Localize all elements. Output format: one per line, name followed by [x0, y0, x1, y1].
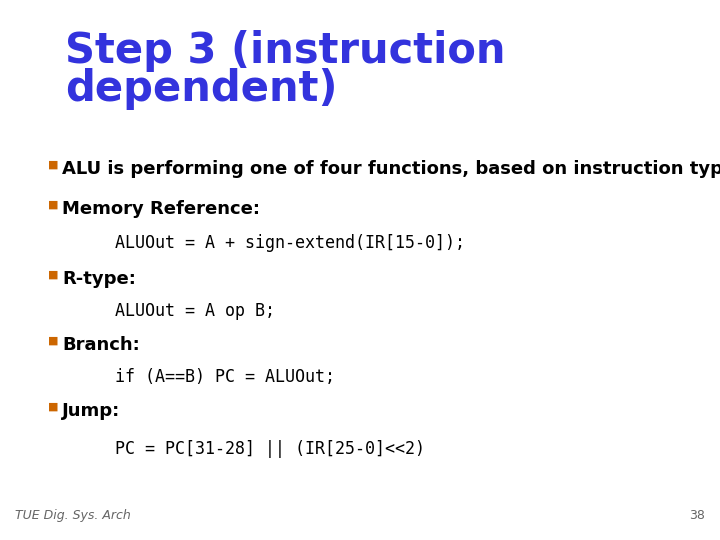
Text: dependent): dependent) [65, 68, 338, 110]
Text: 38: 38 [689, 509, 705, 522]
Text: PC = PC[31-28] || (IR[25-0]<<2): PC = PC[31-28] || (IR[25-0]<<2) [115, 440, 425, 458]
Text: R-type:: R-type: [62, 270, 136, 288]
Text: if (A==B) PC = ALUOut;: if (A==B) PC = ALUOut; [115, 368, 335, 386]
Text: ■: ■ [48, 336, 58, 346]
Text: ■: ■ [48, 160, 58, 170]
Text: ■: ■ [48, 270, 58, 280]
Text: Jump:: Jump: [62, 402, 120, 420]
Text: ■: ■ [48, 402, 58, 412]
Text: ALUOut = A + sign-extend(IR[15-0]);: ALUOut = A + sign-extend(IR[15-0]); [115, 234, 465, 252]
Text: Memory Reference:: Memory Reference: [62, 200, 260, 218]
Text: ■: ■ [48, 200, 58, 210]
Text: ALUOut = A op B;: ALUOut = A op B; [115, 302, 275, 320]
Text: ALU is performing one of four functions, based on instruction type: ALU is performing one of four functions,… [62, 160, 720, 178]
Text: Branch:: Branch: [62, 336, 140, 354]
Text: Step 3 (instruction: Step 3 (instruction [65, 30, 505, 72]
Text: TUE Dig. Sys. Arch: TUE Dig. Sys. Arch [15, 509, 131, 522]
